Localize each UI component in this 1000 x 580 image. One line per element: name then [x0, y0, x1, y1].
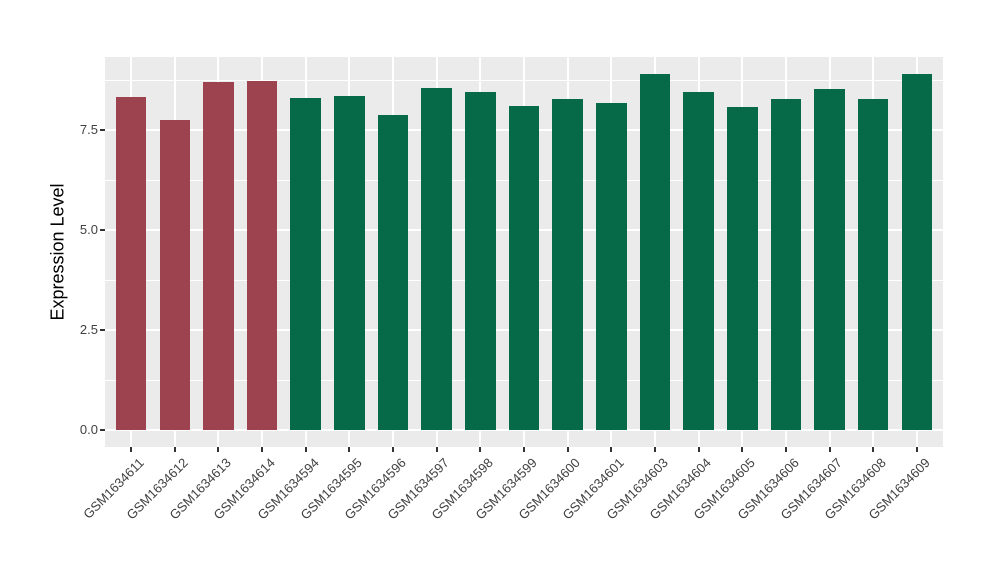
x-tick-mark: [523, 447, 525, 452]
bar-GSM1634597: [421, 88, 452, 430]
bar-GSM1634613: [203, 82, 234, 430]
y-axis-title: Expression Level: [47, 183, 68, 321]
y-tick-mark: [100, 129, 105, 131]
y-tick-mark: [100, 329, 105, 331]
x-tick-mark: [435, 447, 438, 452]
y-tick-mark: [100, 229, 105, 231]
bar-GSM1634611: [115, 96, 147, 430]
x-tick-mark: [479, 447, 482, 452]
x-tick-mark: [348, 447, 351, 452]
bar-GSM1634601: [596, 102, 627, 430]
x-tick-mark: [130, 447, 133, 452]
x-tick-mark: [304, 447, 307, 452]
y-tick-label: 2.5: [79, 322, 98, 337]
x-tick-mark: [872, 447, 875, 452]
x-tick-mark: [653, 447, 656, 452]
bar-GSM1634596: [377, 114, 409, 430]
x-tick-mark: [610, 447, 613, 452]
bar-GSM1634603: [639, 74, 671, 430]
y-tick-mark: [100, 429, 105, 431]
bar-GSM1634600: [552, 99, 583, 430]
bar-GSM1634607: [814, 89, 845, 430]
bar-GSM1634608: [857, 99, 889, 430]
x-tick-mark: [217, 447, 220, 452]
x-tick-mark: [173, 447, 176, 452]
bar-GSM1634595: [334, 95, 365, 430]
x-tick-mark: [697, 447, 700, 452]
x-tick-mark: [392, 447, 395, 452]
bar-GSM1634605: [726, 107, 758, 430]
bar-GSM1634598: [465, 92, 496, 430]
y-tick-label: 7.5: [79, 122, 98, 137]
y-tick-label: 5.0: [79, 222, 98, 237]
x-tick-mark: [741, 447, 744, 452]
x-tick-mark: [566, 447, 569, 452]
bar-GSM1634599: [508, 105, 540, 430]
x-tick-mark: [828, 447, 831, 452]
x-tick-mark: [784, 447, 787, 452]
plot-panel: [105, 57, 943, 447]
x-tick-mark: [915, 447, 918, 452]
bar-GSM1634614: [246, 80, 278, 430]
y-tick-label: 0.0: [79, 422, 98, 437]
bar-GSM1634612: [159, 120, 191, 430]
bar-GSM1634609: [901, 74, 933, 430]
bar-GSM1634606: [770, 99, 802, 430]
bar-GSM1634604: [683, 91, 714, 430]
x-tick-mark: [261, 447, 264, 452]
bar-GSM1634594: [290, 98, 322, 430]
